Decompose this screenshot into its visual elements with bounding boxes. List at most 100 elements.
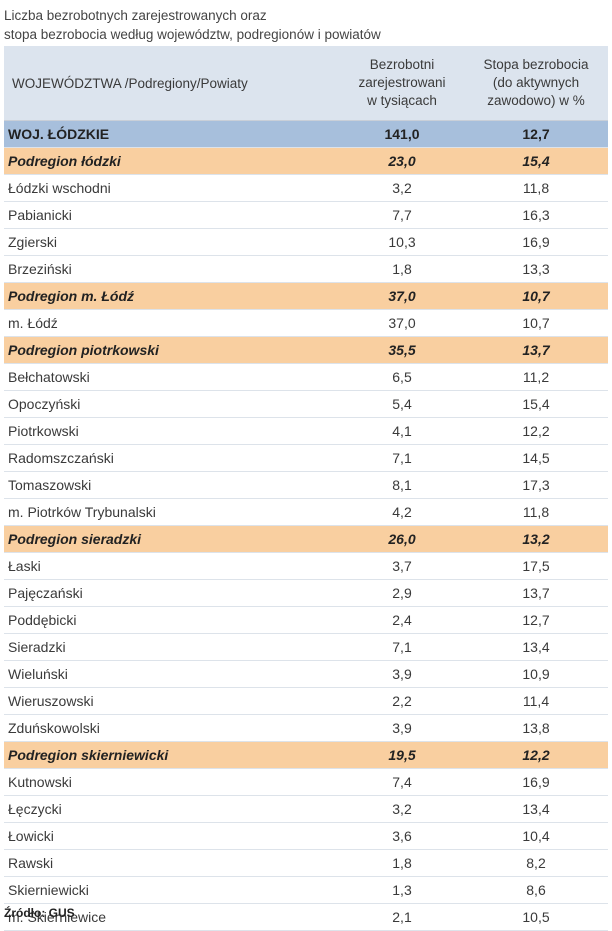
rate-cell: 13,8 (522, 720, 550, 736)
rate-cell: 10,7 (522, 315, 550, 331)
header-unemployed-line-3: w tysiącach (367, 93, 437, 108)
table-row: Zgierski 10,3 16,9 (4, 229, 608, 256)
rate-cell: 16,9 (522, 234, 550, 250)
region-name-cell: m. Piotrków Trybunalski (8, 504, 156, 520)
region-name-cell: Kutnowski (8, 774, 72, 790)
table-row: Pabianicki 7,7 16,3 (4, 202, 608, 229)
region-name-cell: Łowicki (8, 828, 54, 844)
rate-cell: 8,2 (526, 855, 546, 871)
table-body: WOJ. ŁÓDZKIE 141,0 12,7 Podregion łódzki 23,… (4, 121, 608, 931)
region-name-cell: Łódzki wschodni (8, 180, 111, 196)
unemployed-cell: 37,0 (388, 315, 416, 331)
table-row: Poddębicki 2,4 12,7 (4, 607, 608, 634)
table-row: Wieruszowski 2,2 11,4 (4, 688, 608, 715)
table-row: Wieluński 3,9 10,9 (4, 661, 608, 688)
table-row: Bełchatowski 6,5 11,2 (4, 364, 608, 391)
unemployment-table: WOJEWÓDZTWA /Podregiony/Powiaty Bezrobot… (4, 46, 608, 931)
unemployed-cell: 7,1 (392, 450, 412, 466)
table-row: Sieradzki 7,1 13,4 (4, 634, 608, 661)
region-name-cell: Wieluński (8, 666, 68, 682)
table-row: Łowicki 3,6 10,4 (4, 823, 608, 850)
rate-cell: 13,3 (522, 261, 550, 277)
region-name-cell: Poddębicki (8, 612, 77, 628)
table-row: Łódzki wschodni 3,2 11,8 (4, 175, 608, 202)
rate-cell: 11,4 (522, 693, 550, 709)
header-region-col: WOJEWÓDZTWA /Podregiony/Powiaty (12, 75, 248, 91)
unemployed-cell: 8,1 (392, 477, 412, 493)
unemployed-cell: 2,2 (392, 693, 412, 709)
table-row: Brzeziński 1,8 13,3 (4, 256, 608, 283)
unemployed-cell: 3,2 (392, 180, 412, 196)
unemployed-cell: 3,7 (392, 558, 412, 574)
rate-cell: 12,7 (522, 612, 550, 628)
region-name-cell: Bełchatowski (8, 369, 90, 385)
unemployed-cell: 2,1 (392, 909, 412, 925)
unemployed-cell: 2,4 (392, 612, 412, 628)
header-unemployed-line-1: Bezrobotni (369, 57, 435, 72)
rate-cell: 11,2 (522, 369, 550, 385)
unemployed-cell: 7,1 (392, 639, 412, 655)
region-name-cell: Sieradzki (8, 639, 66, 655)
table-row: Opoczyński 5,4 15,4 (4, 391, 608, 418)
table-row: Rawski 1,8 8,2 (4, 850, 608, 877)
rate-cell: 11,8 (522, 504, 550, 520)
rate-cell: 13,7 (522, 342, 550, 358)
subregion-row: Podregion sieradzki 26,0 13,2 (4, 526, 608, 553)
rate-cell: 14,5 (522, 450, 550, 466)
header-rate-line-3: zawodowo) w % (487, 93, 585, 108)
rate-cell: 13,4 (522, 801, 550, 817)
table-row: Pajęczański 2,9 13,7 (4, 580, 608, 607)
table-row: Kutnowski 7,4 16,9 (4, 769, 608, 796)
unemployed-cell: 3,9 (392, 666, 412, 682)
table-row: Łaski 3,7 17,5 (4, 553, 608, 580)
region-name-cell: Zgierski (8, 234, 58, 250)
unemployed-cell: 23,0 (388, 153, 416, 169)
header-unemployed-line-2: zarejestrowani (358, 75, 446, 90)
rate-cell: 12,2 (522, 747, 550, 763)
region-name-cell: Tomaszowski (8, 477, 92, 493)
rate-cell: 10,4 (522, 828, 550, 844)
region-name-cell: Opoczyński (8, 396, 81, 412)
rate-cell: 10,5 (522, 909, 550, 925)
region-name-cell: Wieruszowski (8, 693, 94, 709)
unemployed-cell: 7,7 (392, 207, 412, 223)
rate-cell: 16,9 (522, 774, 550, 790)
unemployed-cell: 2,9 (392, 585, 412, 601)
rate-cell: 15,4 (522, 153, 550, 169)
header-unemployed-col: Bezrobotni zarejestrowani w tysiącach (340, 46, 464, 120)
region-name-cell: Łaski (8, 558, 41, 574)
unemployed-cell: 6,5 (392, 369, 412, 385)
rate-cell: 17,5 (522, 558, 550, 574)
rate-cell: 12,7 (522, 126, 550, 142)
region-name-cell: Skierniewicki (8, 882, 89, 898)
rate-cell: 10,7 (522, 288, 550, 304)
table-row: Zduńskowolski 3,9 13,8 (4, 715, 608, 742)
rate-cell: 11,8 (522, 180, 550, 196)
unemployed-cell: 37,0 (388, 288, 416, 304)
unemployed-cell: 5,4 (392, 396, 412, 412)
title-line-2: stopa bezrobocia według województw, podr… (4, 27, 381, 42)
region-name-cell: Rawski (8, 855, 54, 871)
region-name-cell: Podregion piotrkowski (8, 342, 159, 358)
region-name-cell: Podregion m. Łódź (8, 288, 134, 304)
rate-cell: 16,3 (522, 207, 550, 223)
table-row: Piotrkowski 4,1 12,2 (4, 418, 608, 445)
table-row: Radomszczański 7,1 14,5 (4, 445, 608, 472)
unemployed-cell: 7,4 (392, 774, 412, 790)
unemployed-cell: 4,2 (392, 504, 412, 520)
unemployed-cell: 1,3 (392, 882, 412, 898)
rate-cell: 17,3 (522, 477, 550, 493)
voivodeship-row: WOJ. ŁÓDZKIE 141,0 12,7 (4, 121, 608, 148)
unemployed-cell: 3,6 (392, 828, 412, 844)
rate-cell: 13,7 (522, 585, 550, 601)
rate-cell: 13,2 (522, 531, 550, 547)
table-row: m. Łódź 37,0 10,7 (4, 310, 608, 337)
header-rate-line-1: Stopa bezrobocia (483, 57, 589, 72)
region-name-cell: Zduńskowolski (8, 720, 100, 736)
region-name-cell: WOJ. ŁÓDZKIE (8, 126, 110, 142)
region-name-cell: Pajęczański (8, 585, 83, 601)
table-title: Liczba bezrobotnych zarejestrowanych ora… (4, 6, 381, 44)
table-row: Skierniewicki 1,3 8,6 (4, 877, 608, 904)
unemployed-cell: 1,8 (392, 855, 412, 871)
region-name-cell: Pabianicki (8, 207, 72, 223)
